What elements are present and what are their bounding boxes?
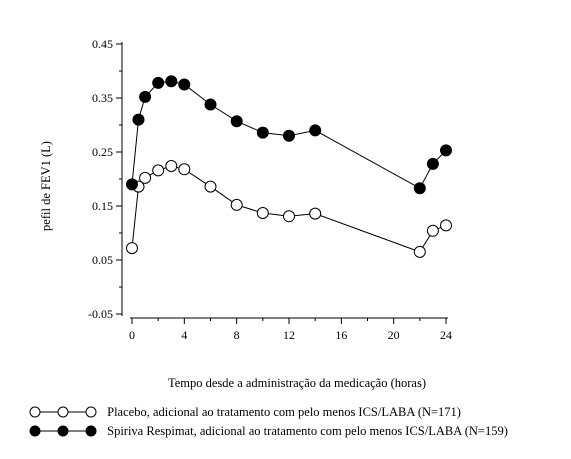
placebo-data-point bbox=[309, 207, 322, 220]
x-tick-label: 4 bbox=[181, 328, 187, 342]
series-points bbox=[126, 75, 452, 258]
legend-label-placebo: Placebo, adicional ao tratamento com pel… bbox=[107, 404, 461, 419]
placebo-data-point bbox=[283, 210, 295, 223]
spiriva-data-point bbox=[126, 178, 138, 191]
placebo-data-point bbox=[413, 245, 426, 258]
placebo-data-point bbox=[230, 198, 243, 211]
x-tick-label: 12 bbox=[283, 328, 295, 342]
spiriva-data-point bbox=[152, 76, 165, 89]
placebo-data-point bbox=[440, 219, 452, 232]
y-axis-label: pefil de FEV1 (L) bbox=[39, 141, 53, 231]
spiriva-data-point bbox=[230, 115, 243, 128]
placebo-data-point bbox=[178, 163, 191, 176]
spiriva-data-point bbox=[283, 129, 295, 142]
legend-label-spiriva: Spiriva Respimat, adicional ao tratament… bbox=[107, 423, 508, 438]
placebo-data-point bbox=[426, 224, 439, 237]
placebo-data-point bbox=[152, 164, 165, 177]
y-tick-label: 0.35 bbox=[92, 91, 113, 105]
placebo-data-point bbox=[165, 160, 178, 172]
placebo-data-point bbox=[126, 242, 138, 255]
y-tick-label: 0.45 bbox=[92, 37, 113, 51]
spiriva-data-point bbox=[426, 157, 439, 170]
y-tick-label: 0.15 bbox=[92, 199, 113, 213]
y-tick-label: 0.05 bbox=[92, 253, 113, 267]
legend-item-placebo: Placebo, adicional ao tratamento com pel… bbox=[28, 404, 461, 420]
series-line-1-segment-0 bbox=[131, 80, 421, 189]
x-tick-label: 20 bbox=[388, 328, 400, 342]
spiriva-data-point bbox=[256, 126, 269, 139]
spiriva-data-point bbox=[440, 144, 452, 157]
x-tick-label: 8 bbox=[234, 328, 240, 342]
placebo-data-point bbox=[256, 207, 269, 219]
y-tick-label: 0.25 bbox=[92, 145, 113, 159]
spiriva-data-point bbox=[309, 124, 322, 137]
spiriva-data-point bbox=[139, 90, 152, 103]
spiriva-data-point bbox=[413, 182, 426, 195]
axes: -0.05 0.05 0.15 0.25 0.35 0.45 0 4 8 12 16 20 24 bbox=[88, 37, 452, 342]
filled-circle-marker-icon bbox=[29, 425, 97, 437]
x-tick-label: 0 bbox=[129, 328, 135, 342]
x-axis-label: Tempo desde a administração da medicação… bbox=[168, 376, 426, 390]
series-line-0-segment-0 bbox=[131, 165, 420, 253]
placebo-data-point bbox=[139, 171, 152, 184]
open-circle-marker-icon bbox=[29, 406, 97, 418]
x-tick-label: 16 bbox=[335, 328, 347, 342]
spiriva-data-point bbox=[204, 98, 217, 111]
line-chart: -0.05 0.05 0.15 0.25 0.35 0.45 0 4 8 12 16 20 24 Tem… bbox=[39, 37, 452, 390]
spiriva-data-point bbox=[132, 113, 145, 126]
spiriva-data-point bbox=[165, 75, 178, 88]
x-tick-label: 24 bbox=[440, 328, 452, 342]
spiriva-data-point bbox=[178, 78, 191, 91]
placebo-data-point bbox=[204, 180, 217, 193]
y-tick-label: -0.05 bbox=[88, 307, 113, 321]
legend-item-spiriva: Spiriva Respimat, adicional ao tratament… bbox=[28, 423, 508, 439]
